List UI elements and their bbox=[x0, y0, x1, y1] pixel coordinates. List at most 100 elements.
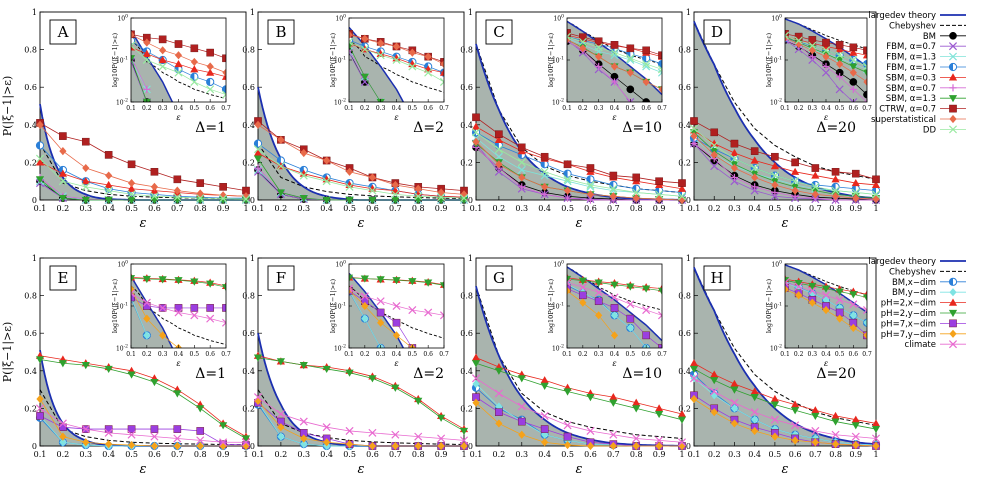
inset-data-point bbox=[408, 306, 417, 315]
inset-data-point bbox=[579, 44, 587, 53]
inset-data-point bbox=[392, 42, 401, 51]
panel-f: 0.1 0.2 0.3 0.4 0.5 0.6 0.7 0.8 0.9 100.20.40.60.… bbox=[242, 254, 469, 477]
data-point bbox=[471, 374, 481, 383]
inset-series bbox=[349, 274, 444, 290]
inset-data-point bbox=[392, 318, 401, 327]
series-line bbox=[693, 120, 877, 180]
y-tick-label: 0 bbox=[468, 196, 473, 205]
legend-entry: FBM, α=1.3 bbox=[886, 52, 966, 63]
data-point-fill bbox=[563, 170, 568, 178]
data-point-fill bbox=[791, 177, 796, 185]
inset-y-axis-label: log10P(|ξ−1|>ε) bbox=[329, 278, 337, 333]
data-point bbox=[368, 173, 377, 182]
series-dd bbox=[689, 124, 881, 199]
data-point bbox=[689, 359, 699, 367]
series-line bbox=[257, 158, 464, 201]
data-point bbox=[851, 188, 860, 197]
delta-label: Δ=20 bbox=[816, 366, 856, 382]
inset-series bbox=[131, 285, 183, 348]
inset-data-point bbox=[361, 314, 369, 323]
x-axis-label: ε bbox=[782, 462, 789, 477]
data-point bbox=[104, 186, 113, 195]
x-tick-label: 0.6 bbox=[584, 204, 597, 213]
inset-y-tick-label: 100 bbox=[335, 260, 346, 269]
data-point bbox=[518, 183, 526, 191]
inset-data-point bbox=[595, 62, 603, 71]
data-point bbox=[586, 441, 595, 451]
data-point bbox=[609, 399, 618, 407]
x-tick-label: 0.8 bbox=[829, 450, 842, 459]
chebyshev-line bbox=[257, 143, 465, 199]
data-point bbox=[811, 190, 819, 199]
data-point bbox=[253, 145, 263, 154]
inset-data-point bbox=[408, 278, 417, 286]
data-point bbox=[632, 184, 641, 193]
inset-data-point bbox=[376, 297, 385, 306]
inset-data-point bbox=[578, 37, 587, 46]
data-point bbox=[730, 386, 739, 394]
x-tick-label: 0.8 bbox=[194, 450, 207, 459]
inset-series-line bbox=[567, 290, 615, 336]
data-point bbox=[58, 419, 67, 428]
inset-x-tick-label: 0.5 bbox=[190, 351, 200, 358]
inset-data-point bbox=[642, 46, 650, 55]
inset-y-axis-label: log10P(|ξ−1|>ε) bbox=[765, 278, 773, 333]
data-point bbox=[345, 196, 354, 205]
data-point bbox=[276, 162, 285, 171]
inset: 0.1 0.2 0.3 0.4 0.5 0.6 0.7 100 10-1 10-2 ε log10P(… bbox=[765, 260, 872, 369]
x-tick-label: 0.2 bbox=[57, 204, 70, 213]
inset-y-tick-label: 100 bbox=[335, 14, 346, 23]
x-tick-label: 0.7 bbox=[607, 204, 620, 213]
x-tick-label: 0.2 bbox=[493, 450, 506, 459]
data-point bbox=[710, 377, 719, 385]
y-tick-label: 0.8 bbox=[24, 292, 37, 301]
y-tick-label: 0.2 bbox=[678, 404, 691, 413]
x-tick-label: 1 bbox=[873, 450, 878, 459]
x-tick-label: 0.3 bbox=[79, 204, 92, 213]
panel-letter: G bbox=[493, 269, 505, 287]
inset-data-point bbox=[579, 298, 587, 307]
inset-data-point bbox=[349, 30, 353, 39]
inset-data-point bbox=[610, 304, 619, 312]
data-point bbox=[750, 387, 759, 395]
data-point bbox=[811, 438, 819, 447]
data-point bbox=[791, 407, 800, 415]
inset-data-point-fill bbox=[345, 288, 349, 295]
x-axis-label: ε bbox=[576, 462, 583, 477]
series-line bbox=[475, 126, 683, 190]
legend-label: SBM, α=0.7 bbox=[886, 84, 936, 94]
inset-data-point bbox=[567, 278, 572, 287]
data-point bbox=[254, 120, 262, 129]
data-point bbox=[771, 180, 779, 190]
panel-letter-box bbox=[485, 19, 513, 45]
inset-x-tick-label: 0.6 bbox=[849, 105, 859, 112]
data-point bbox=[770, 401, 779, 409]
inset-series bbox=[131, 41, 226, 99]
x-tick-label: 0.9 bbox=[435, 204, 448, 213]
data-point bbox=[632, 398, 641, 406]
legend-entry: DD bbox=[923, 125, 966, 135]
inset-x-tick-label: 0.5 bbox=[835, 351, 845, 358]
data-point bbox=[58, 177, 67, 186]
data-point bbox=[253, 155, 263, 163]
legend-label: pH=2,y−dim bbox=[881, 309, 936, 319]
data-point bbox=[368, 428, 377, 437]
data-point bbox=[368, 196, 377, 205]
inset-x-axis-label: ε bbox=[612, 359, 616, 368]
data-point bbox=[173, 186, 181, 195]
series-line bbox=[475, 116, 683, 184]
data-point bbox=[517, 158, 526, 167]
data-point bbox=[563, 421, 572, 430]
inset-data-point bbox=[594, 279, 603, 287]
inset-data-point bbox=[131, 41, 136, 50]
data-point bbox=[219, 438, 228, 447]
data-point bbox=[459, 436, 469, 445]
inset-series bbox=[349, 284, 444, 320]
inset-data-point bbox=[785, 278, 790, 287]
y-tick-label: 0.6 bbox=[242, 83, 255, 92]
data-point bbox=[811, 412, 820, 421]
x-tick-label: 0.4 bbox=[748, 204, 761, 213]
y-tick-label: 0.4 bbox=[24, 121, 37, 130]
legend-entry: SBM, α=0.7 bbox=[886, 84, 966, 94]
inset-data-point bbox=[610, 41, 619, 49]
